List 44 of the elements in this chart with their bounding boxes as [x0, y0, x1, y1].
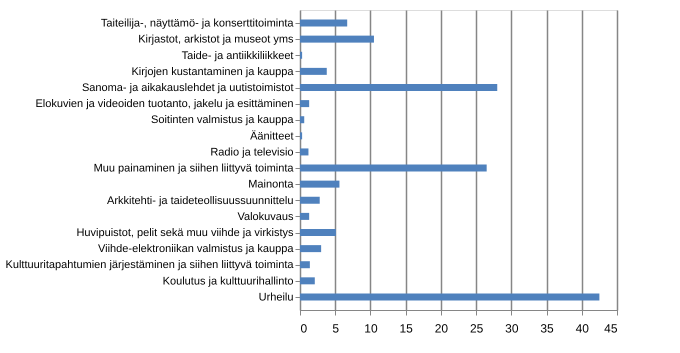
x-tick-label: 0 [300, 322, 308, 336]
x-tick-label: 15 [399, 322, 414, 336]
y-tick-label: Kulttuuritapahtumien järjestäminen ja siihen liittyvä toiminta [6, 259, 294, 272]
x-tick-label: 30 [505, 322, 519, 336]
y-tick-label: Radio ja televisio [210, 146, 294, 158]
bar [300, 277, 315, 284]
bar [300, 20, 348, 27]
y-tick-label: Mainonta [248, 178, 294, 191]
bar [300, 293, 600, 300]
y-tick-label: Kirjojen kustantaminen ja kauppa [131, 66, 294, 78]
y-tick-label: Taiteilija-, näyttämö- ja konserttitoiminta [100, 18, 294, 30]
y-tick-label: Kirjastot, arkistot ja museot yms [138, 34, 294, 46]
bar [300, 212, 310, 220]
x-tick-label: 5 [332, 322, 340, 336]
x-tick-label: 40 [576, 322, 590, 336]
bar [300, 196, 320, 204]
y-tick-label: Viihde-elektroniikan valmistus ja kauppa [98, 243, 294, 256]
y-tick-label: Sanoma- ja aikakauslehdet ja uutistoimistot [82, 82, 294, 94]
y-tick-label: Huvipuistot, pelit sekä muu viihde ja virkistys [76, 227, 294, 239]
bar [300, 245, 322, 252]
bar [300, 229, 336, 236]
bar [300, 84, 498, 91]
bar [300, 68, 327, 75]
y-tick-label: Soitinten valmistus ja kauppa [151, 114, 294, 126]
bar [300, 148, 308, 156]
x-tick-label: 10 [364, 322, 378, 336]
y-tick-label: Muu painaminen ja siihen liittyvä toiminta [94, 162, 294, 175]
y-tick-label: Elokuvien ja videoiden tuotanto, jakelu ja esittäminen [35, 98, 294, 110]
bar [300, 180, 340, 188]
x-tick-label: 45 [604, 322, 618, 336]
x-tick-label: 25 [470, 322, 484, 336]
y-tick-label: Äänitteet [250, 129, 294, 142]
y-tick-label: Arkkitehti- ja taideteollisuussuunnittelu [107, 194, 294, 207]
y-tick-label: Valokuvaus [237, 210, 294, 223]
bar [300, 164, 487, 172]
y-tick-label: Koulutus ja kulttuurihallinto [162, 275, 294, 288]
bar [300, 116, 304, 124]
bar [300, 100, 310, 108]
x-tick-label: 20 [434, 322, 448, 336]
bar [300, 36, 374, 43]
x-tick-label: 35 [540, 322, 554, 336]
bar [300, 261, 310, 268]
y-tick-label: Taide- ja antiikkiliikkeet [182, 50, 294, 62]
y-tick-label: Urheilu [258, 291, 294, 304]
